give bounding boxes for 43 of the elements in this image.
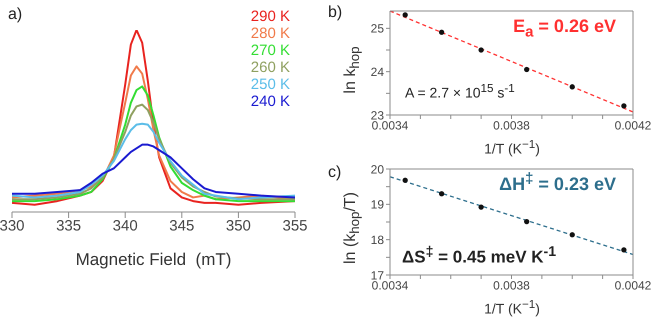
text: 290 K <box>250 8 290 25</box>
x-tick-label: 345 <box>169 218 194 235</box>
x-tick-label: 0.0038 <box>493 118 530 133</box>
chart-title: b) <box>328 4 342 22</box>
point <box>478 204 484 210</box>
x-axis-title: Magnetic Field (mT) <box>74 250 232 270</box>
text: 240 K <box>250 93 290 110</box>
point <box>402 178 408 183</box>
point <box>402 12 408 18</box>
point <box>570 84 575 90</box>
x-axis-title: 1/T (K$^{−1}$) <box>483 138 541 157</box>
text: 280 K <box>250 25 290 42</box>
x-tick-label: 0.0038 <box>493 278 530 293</box>
y-tick-label: 18 <box>370 232 384 247</box>
point <box>570 232 575 238</box>
chart-title: c) <box>328 164 342 182</box>
y-tick-label: 19 <box>370 198 384 212</box>
point <box>438 30 444 35</box>
y-tick-label: 24 <box>370 64 384 79</box>
point <box>478 47 484 53</box>
x-tick-label: 330 <box>0 218 25 235</box>
x-axis-title: 1/T (K$^{−1}$) <box>483 298 541 317</box>
annotation: A = 2.7 × 10$^{15}$ s$^{-1}$ <box>405 82 515 101</box>
annotation: ΔS$^{‡}$ = 0.45 meV K$^{-1}$ <box>402 244 556 268</box>
x-tick-label: 335 <box>56 218 82 235</box>
text: 260 K <box>250 59 290 76</box>
x-tick-label: 355 <box>282 218 308 235</box>
point <box>524 219 530 224</box>
text: 250 K <box>250 76 290 93</box>
annotation: E$_{a}$ = 0.26 eV <box>513 16 616 41</box>
y-tick-label: 25 <box>370 22 384 36</box>
annotation: ΔH$^{‡}$ = 0.23 eV <box>499 170 616 195</box>
point <box>524 66 530 72</box>
x-tick-label: 350 <box>226 218 251 235</box>
point <box>621 103 627 109</box>
x-tick-label: 340 <box>112 218 138 235</box>
text: 270 K <box>250 42 290 59</box>
x-tick-label: 0.0042 <box>614 278 652 293</box>
x-tick-label: 0.0042 <box>614 118 652 133</box>
point <box>621 247 627 253</box>
chart-title: a) <box>8 6 22 24</box>
y-tick-label: 20 <box>370 162 384 176</box>
point <box>438 191 444 196</box>
